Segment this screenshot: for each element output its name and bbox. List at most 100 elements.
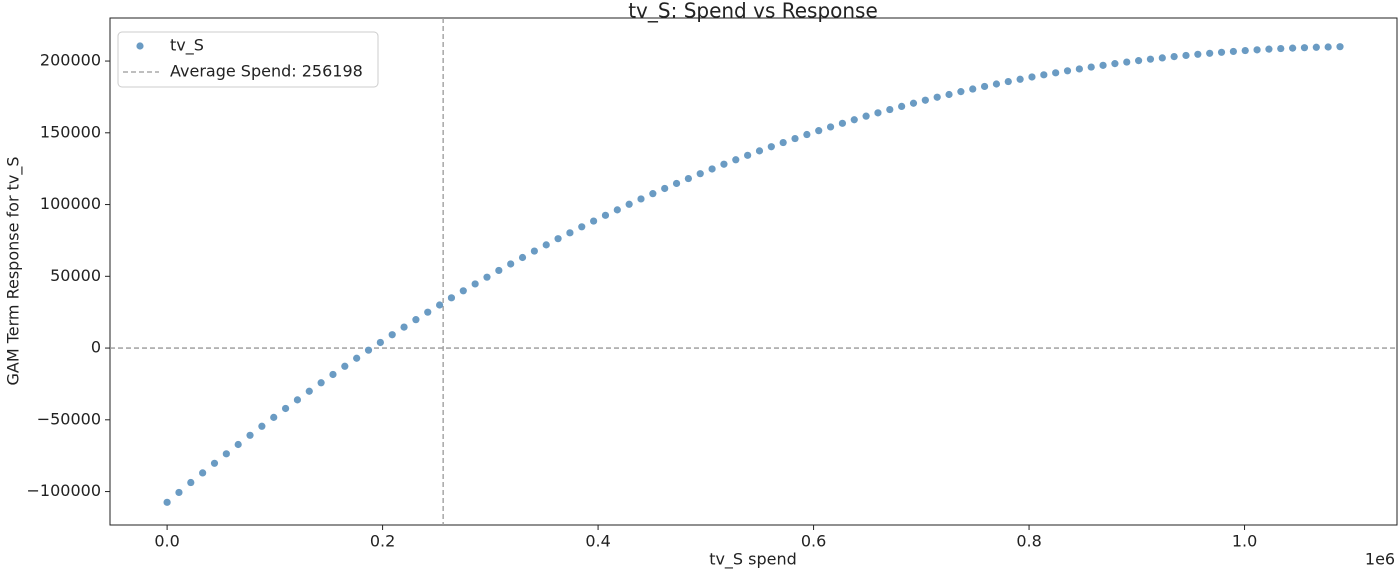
chart-title: tv_S: Spend vs Response [628,0,878,23]
data-point [791,134,799,143]
plot-frame [109,17,1398,526]
data-point [578,223,586,231]
data-point [305,387,313,395]
data-point [1087,63,1095,71]
data-point [684,174,692,183]
data-point [1158,54,1166,62]
data-point [542,241,550,249]
data-point [317,379,325,387]
y-tick-label: 150000 [40,122,101,141]
data-point [459,287,467,295]
data-point [696,170,704,178]
data-point [329,370,337,379]
data-point [1300,44,1309,52]
data-point [566,229,574,237]
y-tick-label: 50000 [50,266,101,285]
data-point [1253,46,1261,54]
data-point [850,116,858,124]
data-point [708,165,716,173]
data-point [613,206,621,214]
data-point [258,422,266,430]
data-point [779,138,787,147]
legend-label: tv_S [170,36,204,56]
data-point [1170,53,1178,61]
data-point [933,93,941,101]
data-point [1194,50,1202,58]
data-point [175,488,183,497]
data-point [471,280,479,288]
data-point [554,235,562,243]
data-point [1075,65,1083,73]
data-point [744,151,752,159]
data-point [886,105,894,114]
data-point [969,85,977,93]
data-point [898,102,906,110]
y-tick-label: 100000 [40,194,101,213]
data-point [270,413,278,421]
data-point [992,80,1001,88]
data-point [187,478,195,487]
data-point [980,82,989,91]
data-point [732,156,740,164]
data-point [1146,55,1155,63]
data-point [1099,61,1107,69]
x-tick-label: 0.2 [370,532,395,551]
data-point [1016,75,1024,83]
data-point [281,404,290,413]
data-point [424,308,432,316]
data-point [412,316,420,324]
data-point [625,200,633,208]
data-point [447,294,456,302]
data-point [246,431,254,439]
data-point [163,498,171,506]
x-tick-label: 0.6 [801,532,826,551]
data-point [518,253,527,262]
data-point [364,346,373,354]
data-point [1289,44,1297,52]
legend-label: Average Spend: 256198 [170,62,363,81]
data-point [815,127,823,135]
data-point [1052,69,1060,77]
y-tick-label: 200000 [40,51,101,70]
data-point [649,190,657,198]
data-point [1028,73,1036,81]
x-tick-label: 1.0 [1232,532,1257,551]
data-point [1312,43,1320,51]
data-point [388,331,396,339]
y-tick-label: 0 [91,338,101,357]
data-point [672,179,681,188]
data-point [957,88,965,96]
data-point [590,217,598,225]
y-axis-label: GAM Term Response for tv_S [4,156,24,385]
data-point [1229,47,1237,56]
data-point [1206,49,1214,57]
data-point [601,211,610,219]
data-point [1324,43,1332,51]
data-point [353,354,361,362]
data-point [1217,48,1226,56]
data-point [293,396,302,404]
data-point [803,130,811,139]
data-point [874,109,882,117]
legend-box [117,31,379,88]
data-point [1111,60,1119,68]
data-point [1004,77,1012,86]
x-tick-label: 0.0 [154,532,179,551]
legend-marker [136,42,144,50]
x-axis-label: tv_S spend [709,550,797,570]
data-point [921,96,929,104]
data-point [1040,71,1048,79]
data-point [400,323,408,331]
data-point [495,266,503,275]
data-point [1135,57,1143,65]
y-tick-label: −50000 [37,409,101,428]
data-point [720,160,728,168]
data-point [838,119,847,127]
data-point [945,90,953,99]
data-point [1265,45,1273,53]
data-point [222,450,230,458]
data-point [199,469,207,477]
data-point [1063,67,1072,75]
x-tick-label: 0.8 [1016,532,1041,551]
